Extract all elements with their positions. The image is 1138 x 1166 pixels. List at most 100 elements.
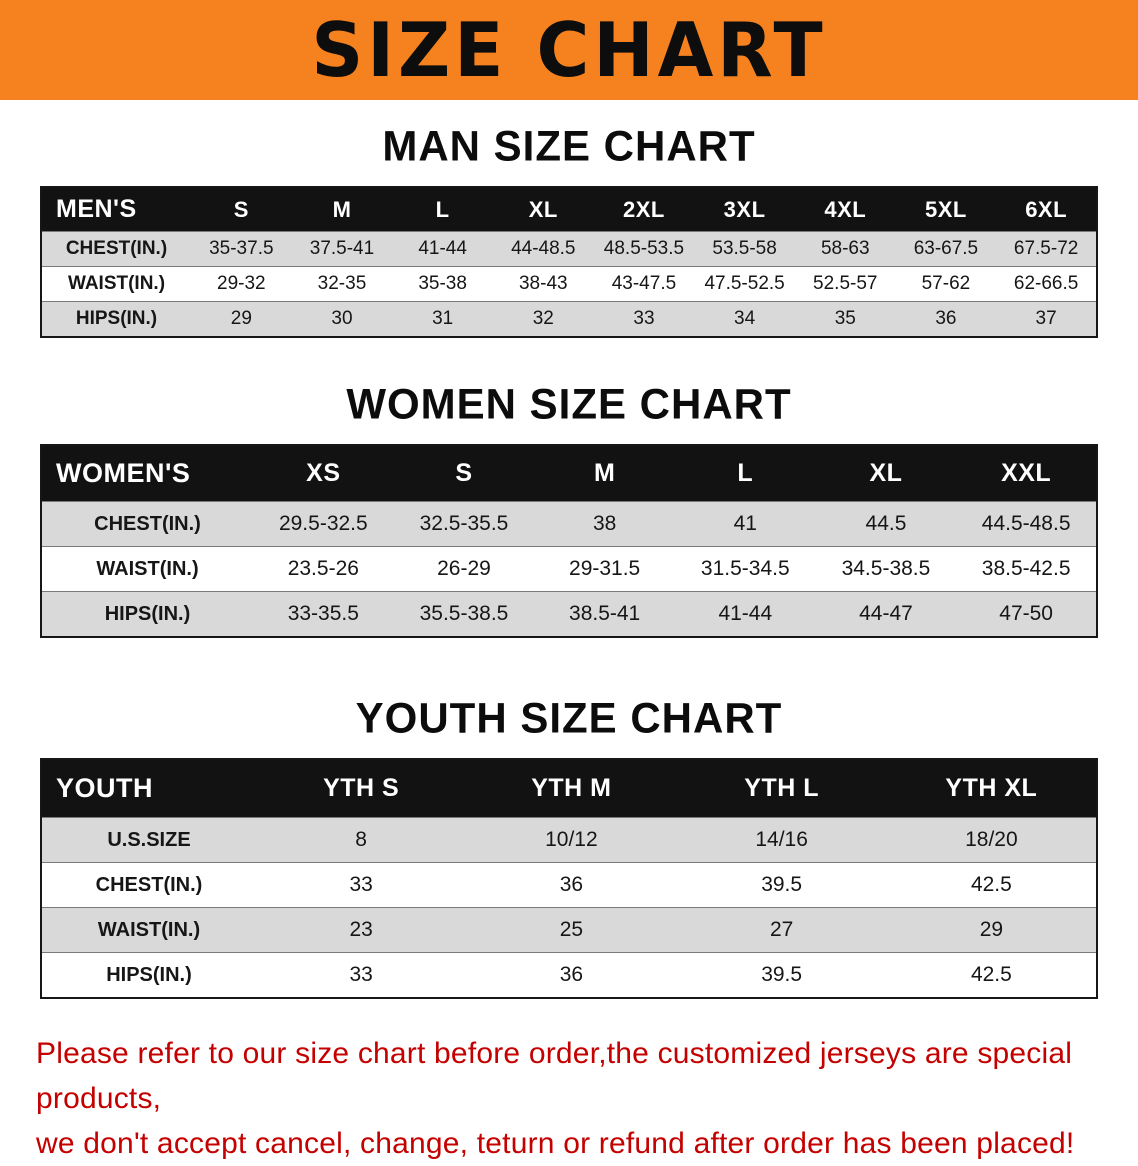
size-value-cell: 23 xyxy=(256,907,467,953)
row-label: WAIST(IN.) xyxy=(41,907,256,953)
size-value-cell: 31 xyxy=(392,301,493,337)
size-value-cell: 31.5-34.5 xyxy=(674,546,816,592)
size-value-cell: 33 xyxy=(593,301,695,337)
size-value-cell: 38 xyxy=(534,501,675,547)
column-header: S xyxy=(393,445,535,502)
size-value-cell: 58-63 xyxy=(794,231,896,267)
size-value-cell: 25 xyxy=(466,907,677,953)
column-header: S xyxy=(191,187,292,232)
size-value-cell: 38.5-42.5 xyxy=(956,546,1097,592)
column-header: XL xyxy=(492,187,594,232)
size-value-cell: 27 xyxy=(676,907,887,953)
table-row: HIPS(IN.) 33 36 39.5 42.5 xyxy=(41,952,1097,998)
table-row: HIPS(IN.) 33-35.5 35.5-38.5 38.5-41 41-44 44-… xyxy=(41,591,1097,637)
size-value-cell: 44-47 xyxy=(815,591,957,637)
size-value-cell: 47-50 xyxy=(956,591,1097,637)
row-label: U.S.SIZE xyxy=(41,817,256,863)
size-value-cell: 29 xyxy=(886,907,1097,953)
size-value-cell: 52.5-57 xyxy=(794,266,896,302)
size-value-cell: 41-44 xyxy=(392,231,493,267)
size-value-cell: 33 xyxy=(256,862,467,908)
size-value-cell: 44-48.5 xyxy=(492,231,594,267)
table-row: WAIST(IN.) 29-32 32-35 35-38 38-43 43-47.5 47.… xyxy=(41,266,1097,302)
column-header: 4XL xyxy=(794,187,896,232)
youth-size-table: YOUTH YTH S YTH M YTH L YTH XL U.S.SIZE 8 10/12… xyxy=(40,758,1098,999)
section-womens: WOMEN SIZE CHART WOMEN'S XS S M L XL XXL CHEST(I… xyxy=(0,380,1138,638)
column-header: L xyxy=(392,187,493,232)
table-header-row: WOMEN'S XS S M L XL XXL xyxy=(41,445,1097,502)
sections-container: MAN SIZE CHART MEN'S S M L XL 2XL 3XL 4XL 5XL 6XL C… xyxy=(0,122,1138,999)
womens-section-title: WOMEN SIZE CHART xyxy=(346,379,792,428)
page-title: SIZE CHART xyxy=(311,6,827,94)
mens-table-title-cell: MEN'S xyxy=(41,187,191,232)
size-value-cell: 47.5-52.5 xyxy=(694,266,795,302)
row-label: CHEST(IN.) xyxy=(41,231,191,267)
column-header: 3XL xyxy=(694,187,795,232)
row-label: HIPS(IN.) xyxy=(41,301,191,337)
section-youth: YOUTH SIZE CHART YOUTH YTH S YTH M YTH L YTH … xyxy=(0,694,1138,999)
size-value-cell: 10/12 xyxy=(466,817,677,863)
size-value-cell: 29-31.5 xyxy=(534,546,675,592)
size-value-cell: 41 xyxy=(674,501,816,547)
size-value-cell: 63-67.5 xyxy=(895,231,997,267)
content: MAN SIZE CHART MEN'S S M L XL 2XL 3XL 4XL 5XL 6XL C… xyxy=(0,122,1138,1166)
table-row: CHEST(IN.) 33 36 39.5 42.5 xyxy=(41,862,1097,908)
size-value-cell: 42.5 xyxy=(886,862,1097,908)
disclaimer: Please refer to our size chart before or… xyxy=(36,1031,1102,1166)
row-label: CHEST(IN.) xyxy=(41,501,253,547)
size-value-cell: 35 xyxy=(794,301,896,337)
size-value-cell: 29-32 xyxy=(191,266,292,302)
size-value-cell: 62-66.5 xyxy=(996,266,1097,302)
column-header: L xyxy=(674,445,816,502)
size-value-cell: 26-29 xyxy=(393,546,535,592)
size-value-cell: 14/16 xyxy=(676,817,887,863)
table-row: CHEST(IN.) 35-37.5 37.5-41 41-44 44-48.5 48.5… xyxy=(41,231,1097,267)
column-header: XS xyxy=(253,445,394,502)
size-value-cell: 32-35 xyxy=(291,266,393,302)
table-row: U.S.SIZE 8 10/12 14/16 18/20 xyxy=(41,817,1097,863)
size-value-cell: 36 xyxy=(895,301,997,337)
column-header: 5XL xyxy=(895,187,997,232)
size-value-cell: 36 xyxy=(466,862,677,908)
size-value-cell: 34.5-38.5 xyxy=(815,546,957,592)
size-value-cell: 34 xyxy=(694,301,795,337)
size-value-cell: 57-62 xyxy=(895,266,997,302)
column-header: 2XL xyxy=(593,187,695,232)
table-row: CHEST(IN.) 29.5-32.5 32.5-35.5 38 41 44.5 44.5… xyxy=(41,501,1097,547)
size-value-cell: 37.5-41 xyxy=(291,231,393,267)
size-value-cell: 8 xyxy=(256,817,467,863)
size-value-cell: 41-44 xyxy=(674,591,816,637)
column-header: M xyxy=(534,445,675,502)
size-value-cell: 29.5-32.5 xyxy=(253,501,394,547)
size-value-cell: 33 xyxy=(256,952,467,998)
size-value-cell: 67.5-72 xyxy=(996,231,1097,267)
table-row: WAIST(IN.) 23 25 27 29 xyxy=(41,907,1097,953)
size-value-cell: 36 xyxy=(466,952,677,998)
size-value-cell: 48.5-53.5 xyxy=(593,231,695,267)
column-header: YTH S xyxy=(256,759,467,818)
size-value-cell: 32 xyxy=(492,301,594,337)
size-value-cell: 18/20 xyxy=(886,817,1097,863)
size-value-cell: 39.5 xyxy=(676,952,887,998)
size-value-cell: 42.5 xyxy=(886,952,1097,998)
womens-table-title-cell: WOMEN'S xyxy=(41,445,253,502)
youth-section-title: YOUTH SIZE CHART xyxy=(355,693,783,742)
disclaimer-line-1: Please refer to our size chart before or… xyxy=(36,1037,1073,1115)
column-header: YTH L xyxy=(676,759,887,818)
column-header: YTH M xyxy=(466,759,677,818)
size-value-cell: 33-35.5 xyxy=(253,591,394,637)
size-value-cell: 53.5-58 xyxy=(694,231,795,267)
table-row: WAIST(IN.) 23.5-26 26-29 29-31.5 31.5-34.5 34… xyxy=(41,546,1097,592)
column-header: YTH XL xyxy=(886,759,1097,818)
table-row: HIPS(IN.) 29 30 31 32 33 34 35 36 37 xyxy=(41,301,1097,337)
row-label: HIPS(IN.) xyxy=(41,952,256,998)
size-value-cell: 30 xyxy=(291,301,393,337)
size-value-cell: 23.5-26 xyxy=(253,546,394,592)
column-header: XXL xyxy=(956,445,1097,502)
row-label: WAIST(IN.) xyxy=(41,546,253,592)
size-value-cell: 44.5 xyxy=(815,501,957,547)
size-value-cell: 38.5-41 xyxy=(534,591,675,637)
row-label: HIPS(IN.) xyxy=(41,591,253,637)
size-value-cell: 35-38 xyxy=(392,266,493,302)
